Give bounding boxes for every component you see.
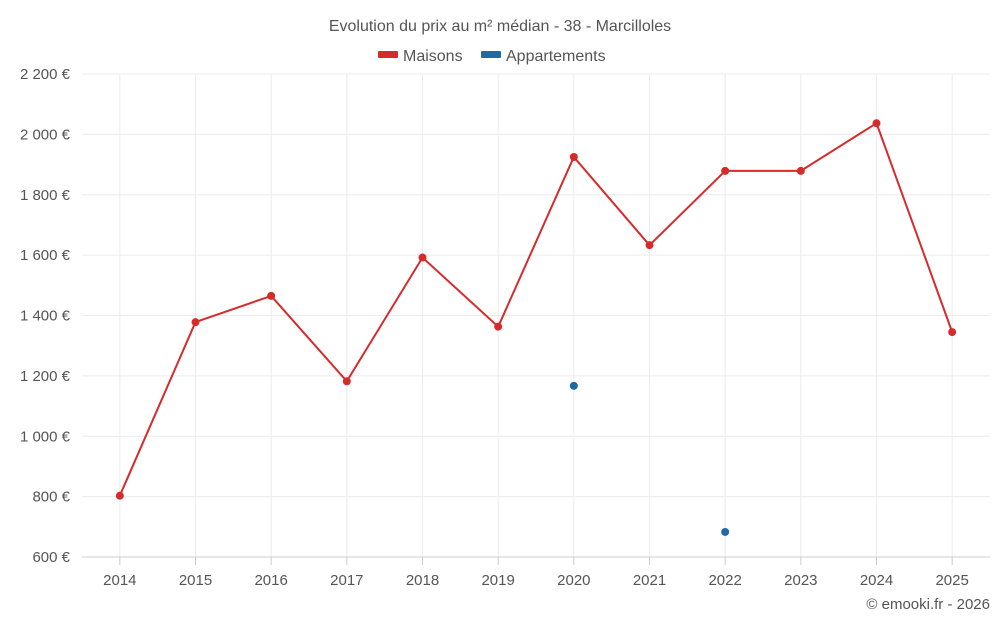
x-tick-label: 2025 <box>935 572 968 589</box>
grid <box>82 73 990 557</box>
x-tick-label: 2018 <box>406 572 439 589</box>
y-tick-label: 1 800 € <box>20 187 71 204</box>
x-tick-label: 2017 <box>330 572 363 589</box>
data-point-maisons-2019[interactable] <box>494 322 503 331</box>
data-point-maisons-2021[interactable] <box>645 241 654 250</box>
x-axis-ticks: 2014 2015 2016 2017 2018 2019 2020 2021 2022 2023… <box>103 557 969 589</box>
chart-title: Evolution du prix au m² médian - 38 - Ma… <box>329 18 671 35</box>
x-tick-label: 2014 <box>103 572 136 589</box>
y-tick-label: 2 000 € <box>20 126 71 143</box>
y-tick-label: 2 200 € <box>20 66 71 83</box>
data-point-appartements-2020[interactable] <box>569 381 578 390</box>
data-point-maisons-2023[interactable] <box>796 166 805 175</box>
series-maisons <box>115 119 957 500</box>
x-tick-label: 2022 <box>708 572 741 589</box>
legend-item-maisons[interactable]: Maisons <box>378 48 463 65</box>
data-point-maisons-2014[interactable] <box>115 491 124 500</box>
y-tick-label: 800 € <box>32 489 70 506</box>
data-point-maisons-2016[interactable] <box>267 291 276 300</box>
data-point-maisons-2024[interactable] <box>872 119 881 128</box>
y-axis-ticks: 600 € 800 € 1 000 € 1 200 € 1 400 € 1 600 € 1 … <box>20 66 71 566</box>
data-point-maisons-2025[interactable] <box>948 328 957 337</box>
data-point-maisons-2022[interactable] <box>721 166 730 175</box>
legend-item-appartements[interactable]: Appartements <box>481 48 606 65</box>
x-tick-label: 2023 <box>784 572 817 589</box>
credit-text: © emooki.fr - 2026 <box>866 596 990 613</box>
x-tick-label: 2015 <box>179 572 212 589</box>
legend-swatch-maisons <box>378 51 398 58</box>
data-point-appartements-2022[interactable] <box>721 527 730 536</box>
x-tick-label: 2024 <box>860 572 893 589</box>
y-tick-label: 1 600 € <box>20 247 71 264</box>
x-tick-label: 2020 <box>557 572 590 589</box>
legend-label-appartements: Appartements <box>506 48 606 65</box>
data-point-maisons-2020[interactable] <box>569 153 578 162</box>
y-tick-label: 600 € <box>32 549 70 566</box>
legend: Maisons Appartements <box>378 48 606 65</box>
data-point-maisons-2018[interactable] <box>418 253 427 262</box>
y-tick-label: 1 200 € <box>20 368 71 385</box>
x-tick-label: 2021 <box>633 572 666 589</box>
x-tick-label: 2016 <box>254 572 287 589</box>
series-appartements <box>569 381 730 536</box>
legend-label-maisons: Maisons <box>403 48 463 65</box>
series-layer <box>115 119 957 536</box>
x-tick-label: 2019 <box>481 572 514 589</box>
data-point-maisons-2015[interactable] <box>191 318 200 327</box>
series-line-maisons <box>118 121 954 497</box>
y-tick-label: 1 000 € <box>20 428 71 445</box>
y-tick-label: 1 400 € <box>20 308 71 325</box>
legend-swatch-appartements <box>481 51 501 58</box>
data-point-maisons-2017[interactable] <box>342 377 351 386</box>
